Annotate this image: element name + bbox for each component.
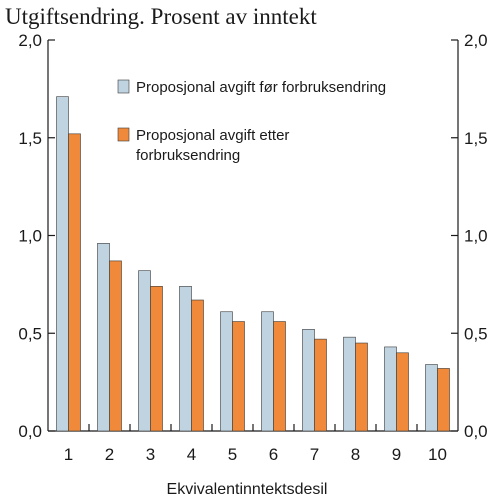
y-tick-label-right: 1,0 — [464, 227, 488, 246]
bar-after — [273, 321, 286, 432]
bar-after — [109, 260, 122, 432]
x-tick-label: 6 — [269, 445, 278, 464]
bar-before — [138, 270, 151, 432]
bars — [56, 96, 450, 432]
legend-swatch — [117, 79, 130, 94]
ticks: 0,0 0,0 0,5 0,5 1,0 1,0 1,5 1,5 2,0 2,0 — [18, 31, 487, 441]
bar-after — [396, 352, 409, 432]
x-tick-label: 7 — [310, 445, 319, 464]
x-tick-label: 9 — [392, 445, 401, 464]
bar-before — [261, 311, 274, 432]
bar-after — [437, 368, 450, 432]
legend-swatch — [117, 127, 130, 142]
bar-before — [384, 346, 397, 432]
x-tick-label: 1 — [64, 445, 73, 464]
bar-after — [314, 338, 327, 432]
x-tick-label: 5 — [228, 445, 237, 464]
legend: Proposjonal avgift før forbruksendring Pr… — [117, 79, 386, 164]
x-tick-label: 2 — [105, 445, 114, 464]
y-tick-label-left: 2,0 — [18, 31, 42, 50]
legend-label: Proposjonal avgift før forbruksendring — [136, 79, 386, 96]
bar-before — [97, 243, 110, 432]
bar-after — [232, 321, 245, 432]
bar-after — [355, 342, 368, 432]
y-tick-label-left: 1,0 — [18, 227, 42, 246]
y-tick-label-left: 0,5 — [18, 324, 42, 343]
y-tick-label-right: 1,5 — [464, 129, 488, 148]
x-tick-labels: 1 2 3 4 5 6 7 8 9 10 — [64, 424, 447, 464]
x-axis-label: Ekvivalentinntektsdesil — [167, 481, 328, 498]
bar-before — [179, 286, 192, 432]
bar-after — [150, 286, 163, 432]
legend-label: Proposjonal avgift etter forbruksendring — [136, 127, 289, 164]
x-tick-label: 10 — [428, 445, 447, 464]
chart-title: Utgiftsendring. Prosent av inntekt — [5, 4, 317, 29]
x-tick-label: 3 — [146, 445, 155, 464]
bar-after — [68, 133, 81, 432]
bar-before — [343, 336, 356, 432]
y-tick-label-left: 1,5 — [18, 129, 42, 148]
y-tick-label-right: 2,0 — [464, 31, 488, 50]
y-tick-label-right: 0,5 — [464, 324, 488, 343]
bar-before — [302, 329, 315, 432]
bar-before — [56, 96, 69, 432]
bar-after — [191, 299, 204, 432]
x-tick-label: 8 — [351, 445, 360, 464]
bar-before — [425, 364, 438, 432]
x-tick-label: 4 — [187, 445, 196, 464]
bar-before — [220, 311, 233, 432]
y-tick-label-right: 0,0 — [464, 422, 488, 441]
y-tick-label-left: 0,0 — [18, 422, 42, 441]
